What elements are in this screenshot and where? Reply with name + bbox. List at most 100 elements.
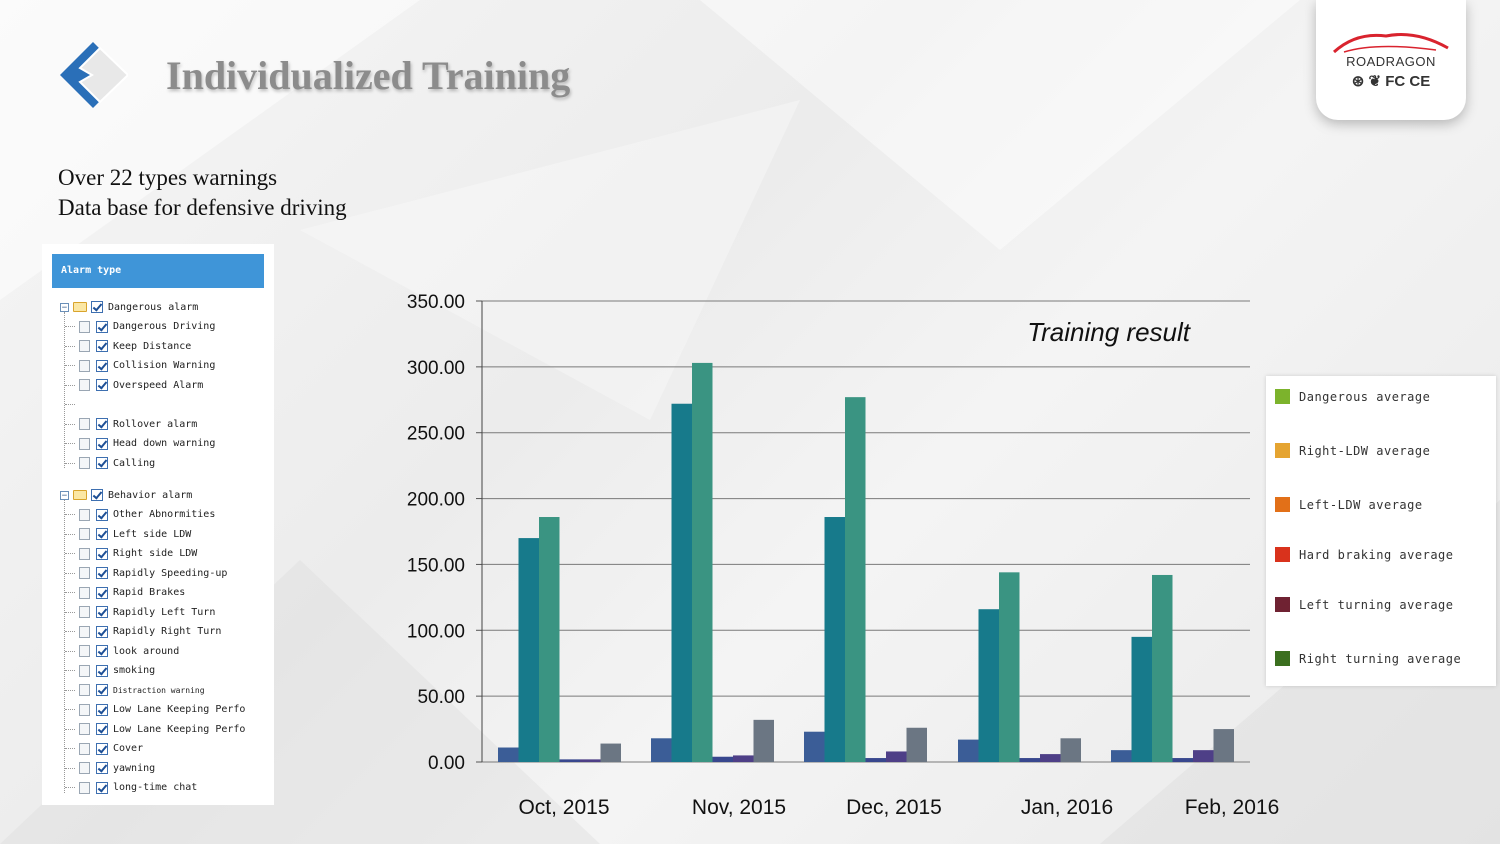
tree-item[interactable] [65, 396, 79, 414]
legend-label: Left turning average [1299, 597, 1454, 612]
checkbox[interactable] [96, 625, 108, 638]
tree-item[interactable]: Left side LDW [65, 525, 191, 543]
legend-swatch [1275, 597, 1290, 612]
tree-connector [65, 572, 75, 574]
checkbox[interactable] [96, 762, 108, 774]
y-tick-label: 200.00 [407, 490, 465, 511]
tree-connector [65, 423, 75, 425]
checkbox[interactable] [96, 508, 108, 521]
tree-connector [65, 514, 75, 515]
page-icon [79, 340, 90, 352]
checkbox[interactable] [96, 437, 108, 450]
tree-connector [65, 404, 75, 405]
checkbox[interactable] [96, 781, 108, 794]
tree-item[interactable]: Collision Warning [65, 357, 215, 375]
checkbox[interactable] [96, 547, 108, 560]
checkbox[interactable] [96, 528, 108, 540]
tree-item[interactable]: Low Lane Keeping Perfo [65, 701, 245, 719]
tree-item[interactable]: Head down warning [65, 435, 215, 453]
tree-item[interactable]: long-time chat [65, 779, 197, 797]
tree-item[interactable]: look around [65, 642, 179, 660]
tree-item[interactable]: Rapidly Left Turn [65, 603, 215, 621]
tree-item[interactable]: yawning [65, 759, 155, 777]
tree-item[interactable]: Keep Distance [65, 337, 191, 355]
tree-item[interactable]: Calling [65, 454, 155, 472]
tree-item[interactable]: Dangerous Driving [65, 318, 215, 336]
collapse-icon[interactable]: − [60, 302, 69, 313]
legend-item: Right-LDW average [1275, 443, 1430, 458]
folder-icon [73, 490, 87, 500]
collapse-icon[interactable]: − [60, 490, 69, 501]
bar [559, 759, 580, 762]
x-category-label: Nov, 2015 [692, 796, 786, 819]
checkbox[interactable] [91, 489, 103, 501]
checkbox[interactable] [96, 320, 108, 333]
tree-item-label: Low Lane Keeping Perfo [113, 723, 246, 735]
tree-group-label: Dangerous alarm [108, 301, 199, 313]
y-tick-label: 300.00 [407, 358, 465, 379]
tree-item-label: Low Lane Keeping Perfo [113, 704, 246, 715]
bar [1131, 636, 1152, 762]
bar [733, 755, 754, 762]
tree-item[interactable]: Right side LDW [65, 545, 197, 563]
bar [1213, 729, 1234, 762]
alarm-panel-header: Alarm type [52, 254, 264, 288]
bar [600, 743, 621, 762]
tree-item[interactable]: Other Abnormities [65, 506, 215, 524]
checkbox[interactable] [91, 301, 103, 313]
tree-item[interactable]: Overspeed Alarm [65, 376, 203, 394]
bar [845, 397, 866, 762]
checkbox[interactable] [96, 418, 108, 430]
page-icon [79, 528, 90, 540]
bar [712, 756, 733, 762]
tree-item[interactable]: Distraction warning [65, 681, 205, 699]
bar [671, 403, 692, 762]
checkbox[interactable] [96, 645, 108, 657]
tree-connector [65, 767, 75, 769]
tree-connector [65, 533, 75, 535]
y-tick-label: 350.00 [407, 292, 465, 313]
checkbox[interactable] [96, 340, 108, 352]
page-icon [79, 723, 90, 735]
page-title: Individualized Training [166, 53, 571, 98]
tree-group-behavior-alarm[interactable]: − Behavior alarm [60, 486, 192, 504]
checkbox[interactable] [96, 606, 108, 618]
tree-group-dangerous-alarm[interactable]: − Dangerous alarm [60, 298, 198, 316]
tree-item[interactable]: Low Lane Keeping Perfo [65, 720, 245, 738]
legend-item: Left turning average [1275, 597, 1454, 612]
tree-connector [65, 326, 75, 327]
tree-item[interactable]: smoking [65, 662, 155, 680]
tree-item[interactable]: Rapid Brakes [65, 584, 185, 602]
tree-item[interactable]: Cover [65, 740, 143, 758]
certification-marks: ⊛ ❦ FC CE [1351, 73, 1431, 90]
tree-item-label: Distraction warning [113, 685, 205, 695]
tree-item-label: Cover [113, 743, 144, 754]
intro-line-1: Over 22 types warnings [58, 165, 278, 190]
y-tick-label: 100.00 [407, 621, 465, 642]
legend-item: Right turning average [1275, 651, 1461, 666]
checkbox[interactable] [96, 457, 108, 469]
tree-connector [65, 345, 75, 347]
bar [518, 538, 539, 762]
checkbox[interactable] [96, 379, 108, 391]
bar [580, 759, 601, 762]
tree-item-label: Dangerous Driving [113, 321, 216, 332]
tree-item[interactable]: Rapidly Right Turn [65, 623, 221, 641]
tree-item[interactable]: Rapidly Speeding-up [65, 564, 227, 582]
checkbox[interactable] [96, 684, 108, 696]
checkbox[interactable] [96, 703, 108, 716]
page-icon [79, 625, 90, 638]
tree-item[interactable]: Rollover alarm [65, 415, 197, 433]
checkbox[interactable] [96, 586, 108, 599]
checkbox[interactable] [96, 664, 108, 677]
checkbox[interactable] [96, 567, 108, 579]
bar [804, 731, 825, 762]
checkbox[interactable] [96, 359, 108, 372]
page-icon [79, 742, 90, 755]
page-icon [79, 457, 90, 469]
bar [1060, 738, 1081, 762]
checkbox[interactable] [96, 742, 108, 755]
checkbox[interactable] [96, 723, 108, 735]
bar [1040, 754, 1061, 762]
